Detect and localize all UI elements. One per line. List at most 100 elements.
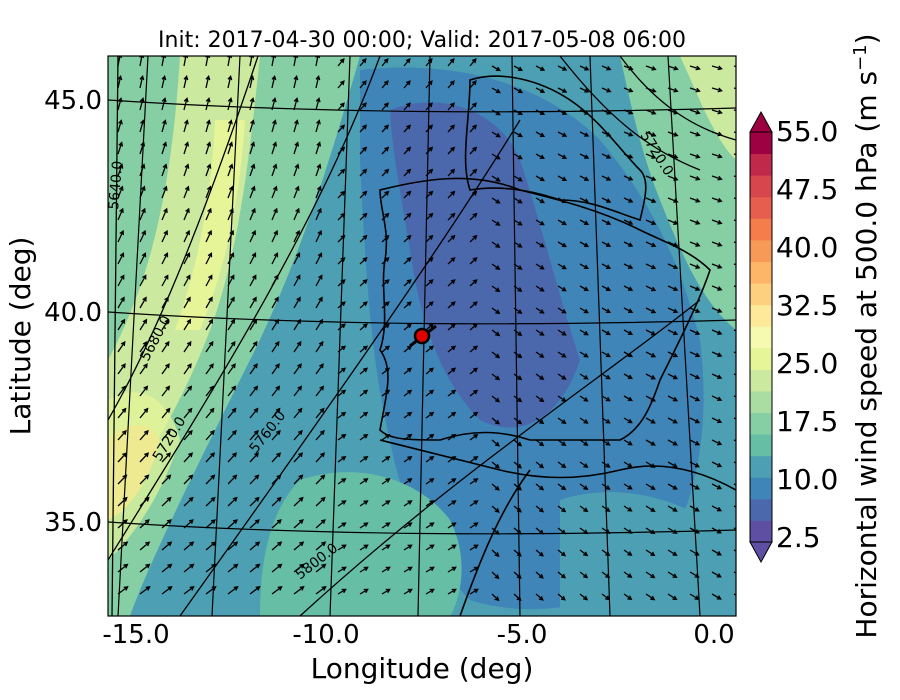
colorbar-swatch xyxy=(750,132,772,155)
wind-arrow xyxy=(513,417,523,425)
wind-arrow xyxy=(117,429,127,441)
wind-arrow xyxy=(557,571,567,579)
wind-arrow xyxy=(579,175,590,181)
contour-label: 5640.0 xyxy=(106,160,126,210)
wind-arrow xyxy=(293,340,302,353)
wind-arrow xyxy=(469,522,479,529)
wind-arrow xyxy=(205,363,214,375)
wind-arrow xyxy=(601,65,612,71)
wind-arrow xyxy=(249,585,261,595)
wind-arrow xyxy=(535,593,544,601)
wind-arrow xyxy=(491,483,500,491)
wind-arrow xyxy=(601,153,612,159)
wind-arrow xyxy=(689,285,701,291)
wind-arrow xyxy=(579,131,590,137)
wind-arrow xyxy=(711,395,723,402)
wind-arrow xyxy=(381,411,391,419)
colorbar-swatches xyxy=(750,132,772,543)
wind-arrow xyxy=(447,146,456,155)
wind-arrow xyxy=(381,234,390,243)
map-frame xyxy=(107,55,737,617)
wind-arrow xyxy=(205,252,213,265)
wind-arrow xyxy=(337,345,347,353)
map-title: Init: 2017-04-30 00:00; Valid: 2017-05-0… xyxy=(158,28,686,53)
wind-arrow xyxy=(359,345,369,353)
wind-arrow xyxy=(271,163,278,177)
wind-arrow xyxy=(491,329,501,337)
wind-arrow xyxy=(161,474,172,485)
wind-arrow xyxy=(667,109,679,115)
wind-arrow xyxy=(183,207,190,221)
wind-arrow xyxy=(667,175,679,181)
wind-arrow xyxy=(513,131,523,138)
wind-arrow xyxy=(667,307,679,314)
wind-arrow xyxy=(117,119,123,133)
wind-arrow xyxy=(183,97,189,111)
colorbar-swatch xyxy=(750,412,772,435)
wind-arrow xyxy=(337,478,347,485)
colorbar-swatch xyxy=(750,175,772,198)
colorbar-swatch xyxy=(750,390,772,414)
wind-arrow xyxy=(139,252,147,265)
wind-arrow xyxy=(645,593,656,601)
wind-arrow xyxy=(491,197,501,204)
wind-arrow xyxy=(381,256,390,265)
wind-arrow xyxy=(491,571,500,580)
wind-arrow xyxy=(645,483,656,490)
wind-arrow xyxy=(293,163,300,177)
wind-arrow xyxy=(469,301,478,309)
wind-arrow xyxy=(359,80,367,89)
wind-arrow xyxy=(623,109,634,115)
wind-arrow xyxy=(139,585,151,595)
wind-arrow xyxy=(557,87,568,93)
wind-arrow xyxy=(623,87,634,93)
wind-arrow xyxy=(623,307,634,313)
wind-arrow xyxy=(447,279,456,287)
wind-arrow xyxy=(117,318,126,331)
wind-arrow xyxy=(271,452,281,463)
wind-arrow xyxy=(469,478,479,485)
wind-arrow xyxy=(557,307,567,314)
wind-arrow xyxy=(491,65,501,72)
wind-arrow xyxy=(491,505,500,513)
wind-arrow xyxy=(513,219,523,226)
wind-arrow xyxy=(469,500,479,507)
wind-arrow xyxy=(623,505,633,512)
wind-arrow xyxy=(425,323,434,331)
wind-arrow xyxy=(535,241,545,248)
wind-arrow xyxy=(249,185,256,199)
wind-arrow xyxy=(205,141,212,155)
wind-arrow xyxy=(403,102,411,111)
wind-arrow xyxy=(513,65,524,71)
wind-arrow xyxy=(667,197,679,203)
wind-arrow xyxy=(249,474,260,485)
wind-arrow xyxy=(139,519,150,529)
wind-arrow xyxy=(623,571,633,578)
wind-arrow xyxy=(601,263,612,269)
wind-arrow xyxy=(337,411,347,419)
wind-arrow xyxy=(359,411,369,419)
wind-arrow xyxy=(359,478,369,485)
wind-arrow xyxy=(161,363,170,375)
wind-arrow xyxy=(601,285,612,291)
wind-arrow xyxy=(557,329,567,336)
wind-arrow xyxy=(337,522,347,529)
wind-arrow xyxy=(513,395,523,403)
wind-arrow xyxy=(359,146,368,155)
wind-arrow xyxy=(425,58,433,67)
wind-arrow xyxy=(447,301,456,309)
wind-arrow xyxy=(711,417,723,424)
wind-arrow xyxy=(469,544,479,551)
wind-arrow xyxy=(359,456,369,463)
wind-arrow xyxy=(469,323,478,331)
wind-arrow xyxy=(623,549,633,556)
colorbar-swatch xyxy=(750,218,772,241)
wind-arrow xyxy=(667,65,679,71)
wind-arrow xyxy=(513,571,522,579)
wind-arrow xyxy=(645,153,657,159)
wind-arrow xyxy=(623,219,634,225)
colorbar-ticks: 55.0 47.5 40.0 32.5 25.0 17.5 10.0 2.5 xyxy=(776,115,838,554)
wind-arrow xyxy=(535,87,546,93)
wind-arrow xyxy=(205,185,212,199)
wind-arrow xyxy=(381,478,391,485)
